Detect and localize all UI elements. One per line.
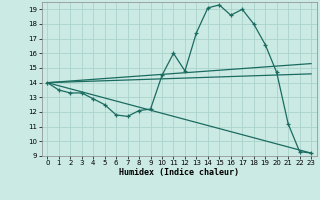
- X-axis label: Humidex (Indice chaleur): Humidex (Indice chaleur): [119, 168, 239, 177]
